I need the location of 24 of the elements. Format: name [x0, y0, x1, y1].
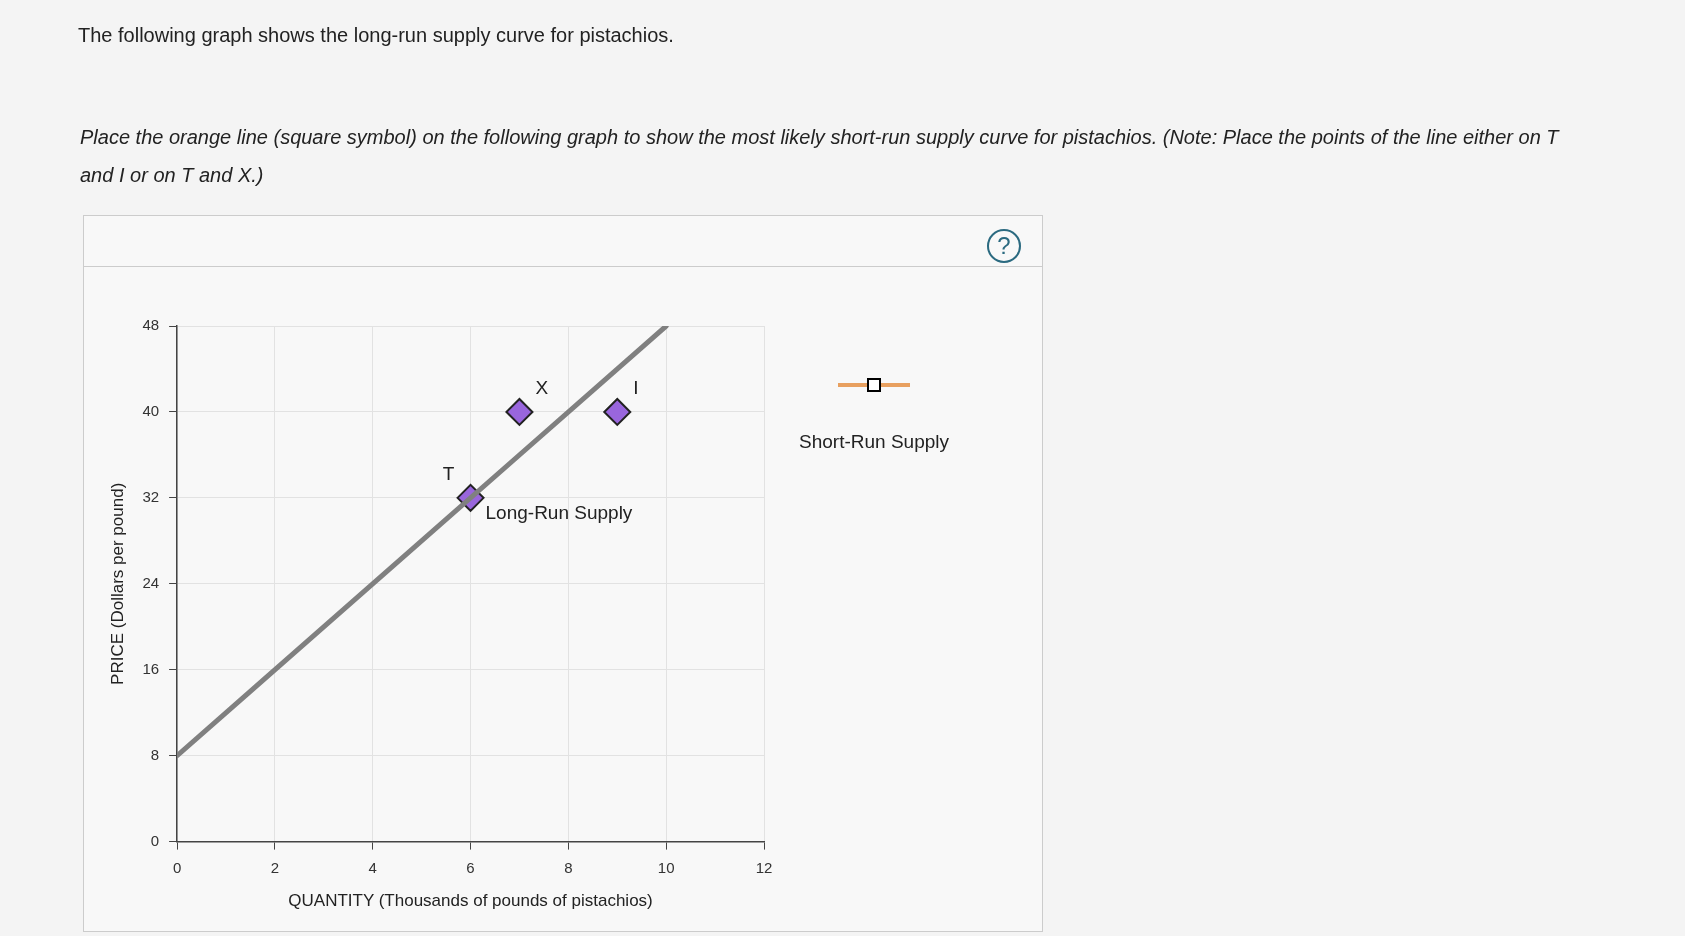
help-icon: ? [987, 229, 1021, 263]
y-tick-label: 48 [142, 316, 160, 334]
y-axis-title: PRICE (Dollars per pound) [107, 482, 127, 685]
annotation: X [535, 376, 549, 398]
text: Short-Run Supply [798, 431, 950, 453]
y-tick-label: 16 [142, 659, 160, 677]
x-axis-title: QUANTITY (Thousands of pounds of pistachios) [288, 891, 653, 911]
x-tick-label: 0 [172, 858, 182, 876]
annotation: I [633, 376, 639, 398]
y-tick-label: 8 [150, 745, 160, 763]
y-tick-label: 24 [142, 573, 160, 591]
x-tick-label: 10 [657, 858, 675, 876]
series-label: Long-Run Supply [485, 501, 633, 523]
x-tick-label: 4 [368, 858, 377, 876]
x-tick-label: 12 [755, 858, 773, 876]
y-tick-label: 0 [150, 831, 160, 849]
x-tick-label: 6 [466, 858, 475, 876]
y-tick-label: 40 [142, 402, 160, 420]
chart-title: The following graph shows the long-run supply curve for pistachios. [78, 24, 674, 47]
x-tick-label: 2 [270, 858, 280, 876]
text: Place the orange line (square symbol) on the following graph to show the most likely short-run supply curve for pistachios. (Note: Place the points of the line either on T and I or on T and X.) [80, 125, 1561, 188]
annotation: T [442, 462, 455, 484]
y-tick-label: 32 [142, 488, 160, 506]
x-tick-label: 8 [564, 858, 573, 876]
